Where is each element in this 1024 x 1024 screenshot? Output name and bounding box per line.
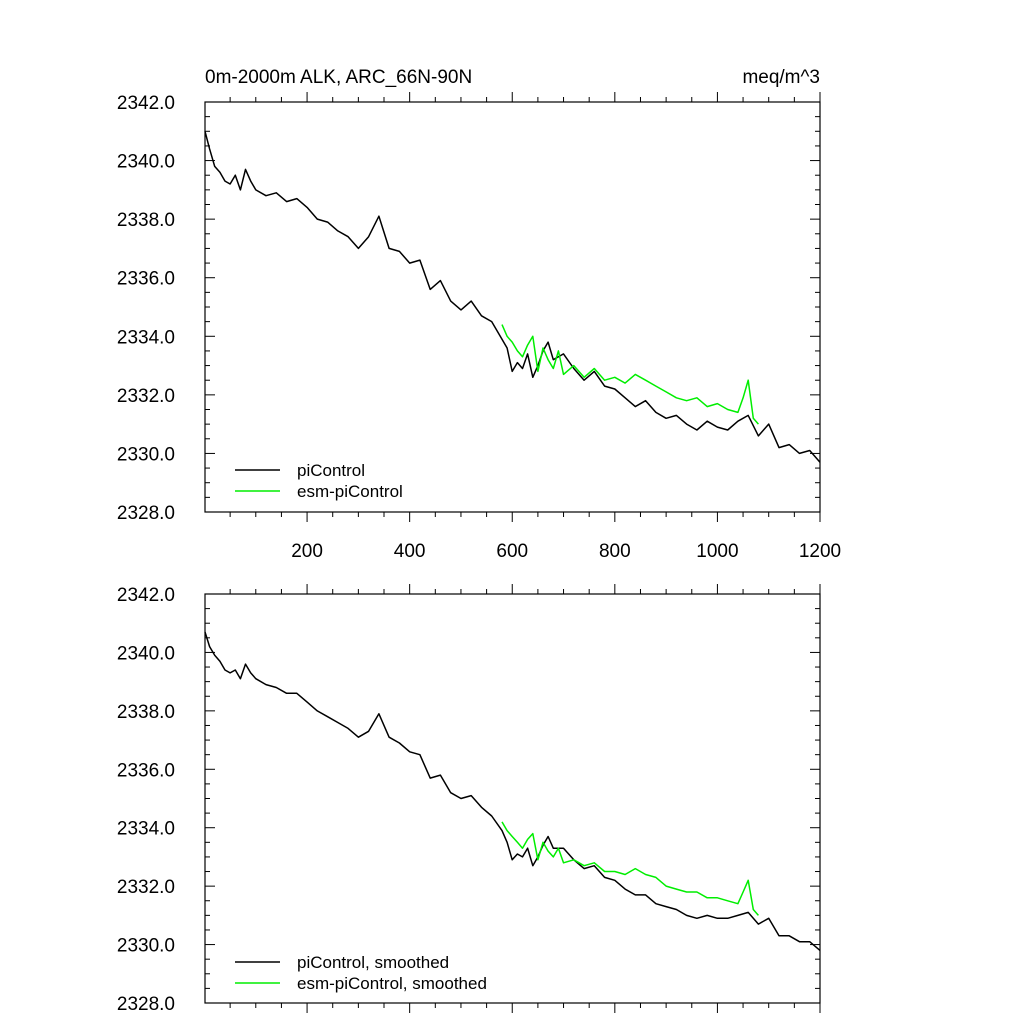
y-tick-label: 2338.0 (117, 702, 175, 723)
y-tick-labels: 2328.0 2330.0 2332.0 2334.0 2336.0 2338.0 2340… (117, 585, 175, 1015)
x-tick-label: 400 (394, 541, 426, 562)
y-tick-label: 2340.0 (117, 643, 175, 664)
panel-top: 0m-2000m ALK, ARC_66N-90N meq/m^3 2328.0… (117, 67, 841, 562)
plot-frame (204, 593, 821, 1004)
axis-ticks (205, 584, 821, 1013)
series-line-esm-picontrol-smoothed (501, 821, 759, 916)
x-tick-label: 600 (496, 541, 528, 562)
legend-label-picontrol-smoothed: piControl, smoothed (297, 953, 449, 972)
series-line-esm-picontrol (501, 324, 759, 425)
y-tick-label: 2330.0 (117, 444, 175, 465)
plot-frame (204, 101, 821, 513)
y-tick-label: 2342.0 (117, 93, 175, 114)
y-tick-label: 2328.0 (117, 994, 175, 1015)
series-lines (204, 631, 821, 951)
axis-ticks (205, 92, 821, 522)
y-tick-label: 2328.0 (117, 503, 175, 524)
y-tick-label: 2334.0 (117, 327, 175, 348)
y-tick-label: 2338.0 (117, 210, 175, 231)
y-tick-label: 2334.0 (117, 819, 175, 840)
x-tick-label: 1200 (799, 541, 841, 562)
x-tick-labels: 200 400 600 800 1000 1200 (291, 541, 841, 562)
chart-title: 0m-2000m ALK, ARC_66N-90N (205, 67, 472, 88)
x-tick-label: 1000 (696, 541, 738, 562)
units-label: meq/m^3 (742, 67, 820, 88)
legend-label-esm-picontrol-smoothed: esm-piControl, smoothed (297, 974, 487, 993)
series-lines (204, 131, 821, 463)
y-tick-label: 2332.0 (117, 877, 175, 898)
x-tick-label: 800 (599, 541, 631, 562)
legend-label-esm-picontrol: esm-piControl (297, 482, 403, 501)
y-tick-labels: 2328.0 2330.0 2332.0 2334.0 2336.0 2338.0 2340… (117, 93, 175, 524)
series-line-picontrol (204, 131, 821, 463)
legend: piControl, smoothed esm-piControl, smoot… (235, 953, 487, 993)
y-tick-label: 2336.0 (117, 760, 175, 781)
y-tick-label: 2330.0 (117, 936, 175, 957)
y-tick-label: 2342.0 (117, 585, 175, 606)
series-line-picontrol-smoothed (204, 631, 821, 951)
y-tick-label: 2340.0 (117, 152, 175, 173)
y-tick-label: 2332.0 (117, 386, 175, 407)
panel-bottom: 2328.0 2330.0 2332.0 2334.0 2336.0 2338.0 2340… (117, 584, 821, 1015)
legend: piControl esm-piControl (235, 461, 403, 501)
y-tick-label: 2336.0 (117, 269, 175, 290)
legend-label-picontrol: piControl (297, 461, 365, 480)
x-tick-label: 200 (291, 541, 323, 562)
